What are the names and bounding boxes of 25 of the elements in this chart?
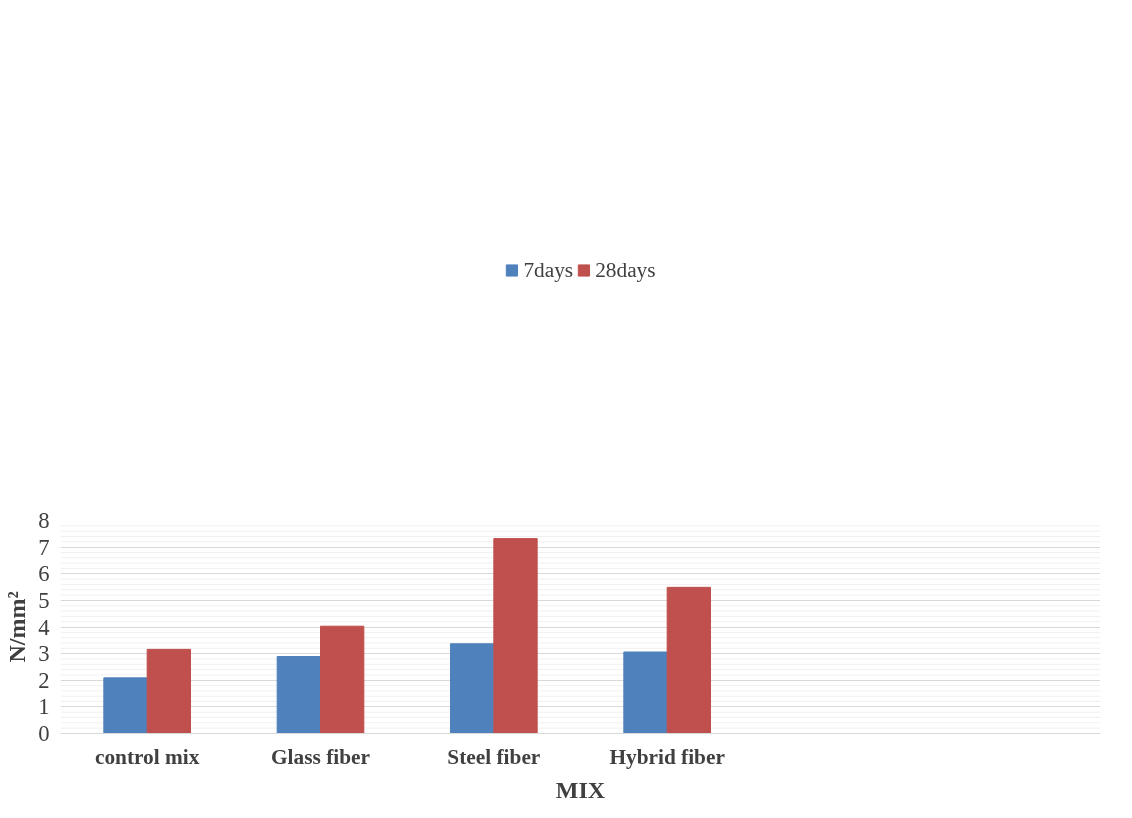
y-tick-label: 6 <box>38 561 50 587</box>
bar <box>666 586 711 734</box>
y-tick-label: 8 <box>38 508 50 533</box>
bar <box>493 538 538 734</box>
y-tick-label: 2 <box>38 667 50 693</box>
x-tick-label: Hybrid fiber <box>609 744 726 769</box>
x-axis-title: MIX <box>555 776 606 803</box>
y-tick-label: 0 <box>38 721 50 746</box>
x-tick-label: Glass fiber <box>271 744 371 769</box>
bar <box>276 656 321 734</box>
y-tick-label: 3 <box>38 641 50 667</box>
legend-label: 7days <box>523 257 574 283</box>
legend-label: 28days <box>595 257 656 283</box>
y-axis-title: N/mm² <box>4 591 31 663</box>
y-tick-label: 7 <box>38 534 50 560</box>
bar <box>146 648 191 734</box>
x-tick-label: control mix <box>94 744 200 769</box>
bar <box>450 643 495 734</box>
y-tick-label: 4 <box>38 614 50 640</box>
x-tick-label: Steel fiber <box>447 744 541 769</box>
bar <box>320 625 365 734</box>
bar <box>623 651 668 734</box>
y-tick-label: 1 <box>38 694 50 720</box>
bar <box>103 677 148 734</box>
y-tick-label: 5 <box>38 587 50 613</box>
